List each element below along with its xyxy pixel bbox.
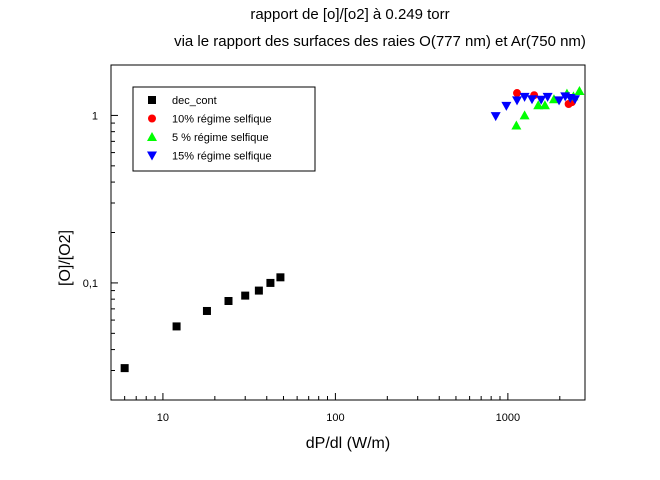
- data-point-series-3: [539, 100, 550, 110]
- data-point-series-4: [554, 96, 565, 106]
- data-point-series-1: [276, 273, 285, 282]
- legend-label: 5 % régime selfique: [172, 132, 269, 144]
- x-tick-label: 1000: [496, 412, 520, 424]
- x-tick-label: 10: [157, 412, 169, 424]
- data-point-series-3: [533, 100, 544, 110]
- data-point-series-2: [513, 89, 522, 98]
- y-axis-label: [O]/[O2]: [57, 230, 74, 286]
- chart-title: rapport de [o]/[o2] à 0.249 torr: [250, 6, 450, 23]
- legend-marker: [147, 151, 157, 161]
- chart-subtitle: via le rapport des surfaces des raies O(…: [174, 33, 586, 50]
- legend-marker: [147, 132, 157, 141]
- data-point-series-4: [519, 92, 530, 102]
- data-point-series-3: [548, 94, 559, 104]
- data-point-series-1: [172, 322, 181, 331]
- data-point-series-1: [266, 278, 275, 287]
- legend-marker: [148, 96, 156, 104]
- legend-marker: [148, 114, 156, 123]
- data-point-series-1: [202, 306, 211, 315]
- data-point-series-4: [569, 95, 580, 105]
- legend-label: dec_cont: [172, 95, 217, 107]
- data-point-series-4: [501, 101, 512, 111]
- y-tick-label: 1: [92, 110, 98, 122]
- data-point-series-1: [120, 364, 129, 373]
- data-point-series-3: [574, 85, 585, 95]
- data-point-series-4: [536, 95, 547, 105]
- data-point-series-4: [512, 96, 523, 106]
- data-point-series-4: [527, 95, 538, 105]
- data-point-series-1: [241, 291, 250, 300]
- data-point-series-3: [519, 110, 530, 120]
- data-point-series-3: [511, 120, 522, 130]
- data-point-series-1: [254, 286, 263, 295]
- legend-box: [132, 86, 316, 172]
- x-axis-label: dP/dl (W/m): [306, 435, 390, 452]
- x-tick-label: 100: [326, 412, 344, 424]
- data-point-series-4: [542, 92, 553, 102]
- y-tick-label: 0,1: [83, 278, 98, 290]
- legend-label: 10% régime selfique: [172, 114, 272, 126]
- data-point-series-1: [224, 296, 233, 305]
- data-point-series-4: [490, 112, 501, 122]
- legend-label: 15% régime selfique: [172, 151, 272, 163]
